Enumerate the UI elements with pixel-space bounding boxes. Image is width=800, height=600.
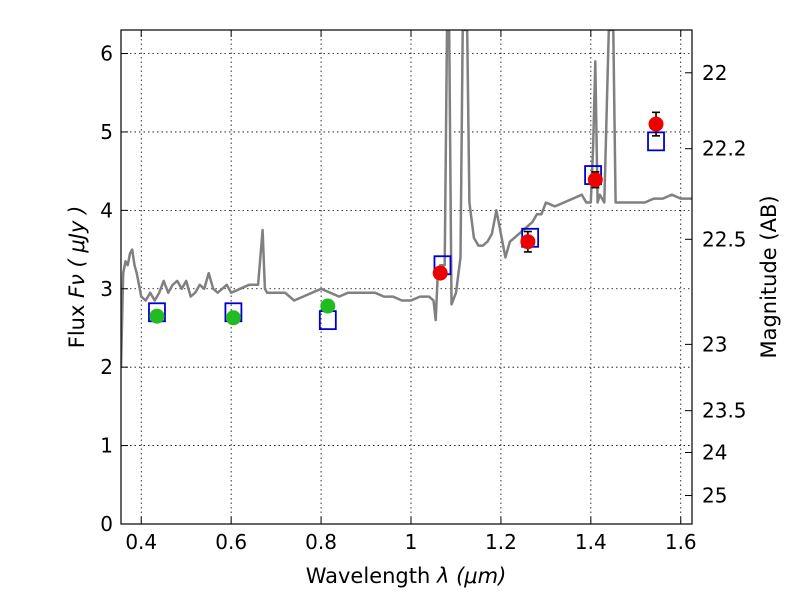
model-spectrum-line: [121, 30, 692, 368]
y2-tick-label: 23.5: [702, 399, 747, 423]
y2-tick-label: 22.2: [702, 137, 747, 161]
optical-data-point: [149, 308, 165, 324]
y-tick-label: 0: [100, 512, 113, 536]
x-tick-label: 1.6: [665, 530, 697, 554]
nir-data-point: [432, 265, 448, 281]
x-tick-label: 0.6: [215, 530, 247, 554]
plot-frame: [120, 29, 693, 525]
y-axis-label-text: Flux: [65, 298, 89, 348]
y-tick-label: 2: [100, 355, 113, 379]
x-tick-label: 1.4: [575, 530, 607, 554]
y2-axis-label: Magnitude (AB): [757, 195, 781, 358]
x-tick-label: 0.8: [305, 530, 337, 554]
y-tick-label: 3: [100, 277, 113, 301]
nir-data-point: [648, 116, 664, 132]
y2-tick-label: 25: [702, 484, 727, 508]
x-axis-label-math: λ (μm): [436, 564, 506, 588]
y2-tick-label: 23: [702, 332, 727, 356]
x-tick-label: 1.2: [485, 530, 517, 554]
y-axis-label-math: Fν ( μJy ): [65, 206, 89, 298]
y-tick-label: 6: [100, 42, 113, 66]
x-tick-label: 1: [405, 530, 418, 554]
y-tick-label: 1: [100, 434, 113, 458]
plot-contents: [121, 30, 692, 368]
x-axis-label-text: Wavelength: [306, 564, 437, 588]
axes-ticks: 0.4 0.6 0.8 1 1.2 1.4 1.601234562222.222.52323…: [100, 30, 747, 554]
nir-data-point: [520, 234, 536, 250]
y2-tick-label: 22: [702, 61, 727, 85]
y2-tick-label: 24: [702, 440, 727, 464]
optical-data-point: [225, 310, 241, 326]
y-tick-label: 4: [100, 198, 113, 222]
y2-tick-label: 22.5: [702, 227, 747, 251]
nir-data-point: [587, 172, 603, 188]
plot-area: [121, 30, 692, 368]
x-axis-label: Wavelength λ (μm): [306, 564, 507, 588]
optical-data-point: [320, 298, 336, 314]
y-axis-label: Flux Fν ( μJy ): [65, 206, 89, 349]
x-tick-label: 0.4: [125, 530, 157, 554]
y-tick-label: 5: [100, 120, 113, 144]
